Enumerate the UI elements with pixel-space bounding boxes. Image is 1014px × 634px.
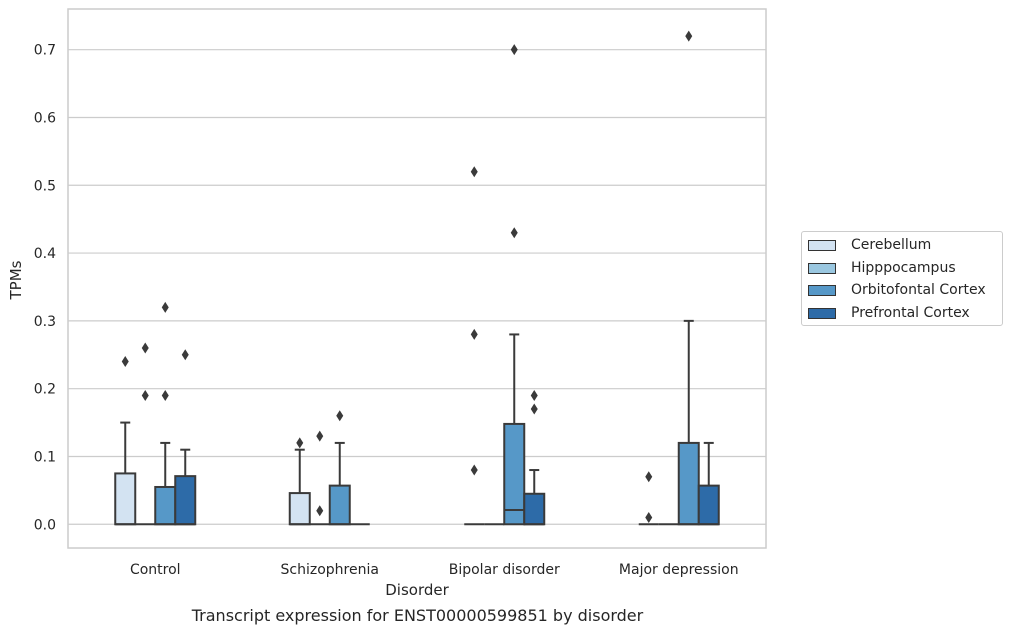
y-tick-label: 0.2 <box>34 382 56 398</box>
x-tick-label: Bipolar disorder <box>449 562 560 578</box>
x-tick-label: Schizophrenia <box>281 562 379 578</box>
legend-label-hippocampus: Hipppocampus <box>851 260 956 276</box>
legend-label-prefrontal-cortex: Prefrontal Cortex <box>851 305 970 321</box>
legend-swatch-prefrontal-cortex <box>808 307 836 319</box>
outlier-point <box>296 437 304 449</box>
box-2-2 <box>503 44 526 526</box>
outlier-point <box>645 471 653 483</box>
outlier-point <box>470 328 478 340</box>
outlier-point <box>141 389 149 401</box>
outlier-point <box>510 44 518 56</box>
y-tick-label: 0.1 <box>34 449 56 465</box>
y-tick-label: 0.3 <box>34 314 56 330</box>
box-0-2 <box>464 166 485 526</box>
outlier-point <box>316 430 324 442</box>
y-tick-label: 0.5 <box>34 178 56 194</box>
box-body <box>154 485 177 526</box>
legend-swatch-cerebellum <box>808 239 836 251</box>
outlier-point <box>336 410 344 422</box>
box-2-0 <box>154 301 177 526</box>
box-3-3 <box>697 441 720 526</box>
box-body <box>174 475 197 526</box>
box-2-3 <box>677 30 700 526</box>
legend-item-cerebellum: Cerebellum <box>808 235 931 255</box>
box-body <box>328 484 351 526</box>
box-3-0 <box>174 349 197 526</box>
y-axis-label: TPMs <box>7 260 25 300</box>
legend-item-prefrontal-cortex: Prefrontal Cortex <box>808 303 970 323</box>
chart-caption: Transcript expression for ENST0000059985… <box>191 606 644 625</box>
box-3-2 <box>523 389 546 526</box>
box-1-0 <box>135 342 156 526</box>
outlier-point <box>470 464 478 476</box>
plot-frame <box>67 8 767 549</box>
legend-label-cerebellum: Cerebellum <box>851 237 932 253</box>
x-tick-labels: Control Schizophrenia Bipolar disorder Majo… <box>130 562 739 578</box>
x-tick-label: Major depression <box>619 562 739 578</box>
outlier-point <box>161 301 169 313</box>
legend: Cerebellum Hipppocampus Orbitofontal Cor… <box>801 231 1003 326</box>
box-2-1 <box>328 410 351 526</box>
box-body <box>677 441 700 526</box>
y-tick-label: 0.4 <box>34 246 56 262</box>
x-axis-label: Disorder <box>385 581 449 599</box>
grid-layer <box>68 49 766 525</box>
legend-label-orbitofrontal-cortex: Orbitofontal Cortex <box>851 282 986 298</box>
y-tick-label: 0.7 <box>34 43 56 59</box>
legend-swatch-hippocampus <box>808 262 836 274</box>
box-body <box>288 492 311 526</box>
box-body <box>114 472 137 526</box>
outlier-point <box>530 403 538 415</box>
outlier-point <box>141 342 149 354</box>
outlier-point <box>510 227 518 239</box>
box-body <box>523 492 546 526</box>
outlier-point <box>645 511 653 523</box>
outlier-point <box>316 505 324 517</box>
box-0-0 <box>114 356 137 526</box>
box-0-1 <box>288 437 311 526</box>
outlier-point <box>530 389 538 401</box>
box-1-1 <box>309 430 330 526</box>
y-tick-label: 0.0 <box>34 517 56 533</box>
outlier-point <box>470 166 478 178</box>
box-body <box>503 422 526 526</box>
y-tick-labels: 0.0 0.1 0.2 0.3 0.4 0.5 0.6 0.7 <box>34 43 56 534</box>
outlier-point <box>161 389 169 401</box>
x-tick-label: Control <box>130 562 181 578</box>
outlier-point <box>685 30 693 42</box>
legend-swatch-orbitofrontal-cortex <box>808 284 836 296</box>
box-0-3 <box>638 471 659 526</box>
y-tick-label: 0.6 <box>34 110 56 126</box>
legend-item-orbitofrontal-cortex: Orbitofontal Cortex <box>808 280 986 300</box>
box-body <box>697 484 720 526</box>
outlier-point <box>121 356 129 368</box>
outlier-point <box>181 349 189 361</box>
box-layer <box>114 30 720 526</box>
legend-item-hippocampus: Hipppocampus <box>808 258 956 278</box>
